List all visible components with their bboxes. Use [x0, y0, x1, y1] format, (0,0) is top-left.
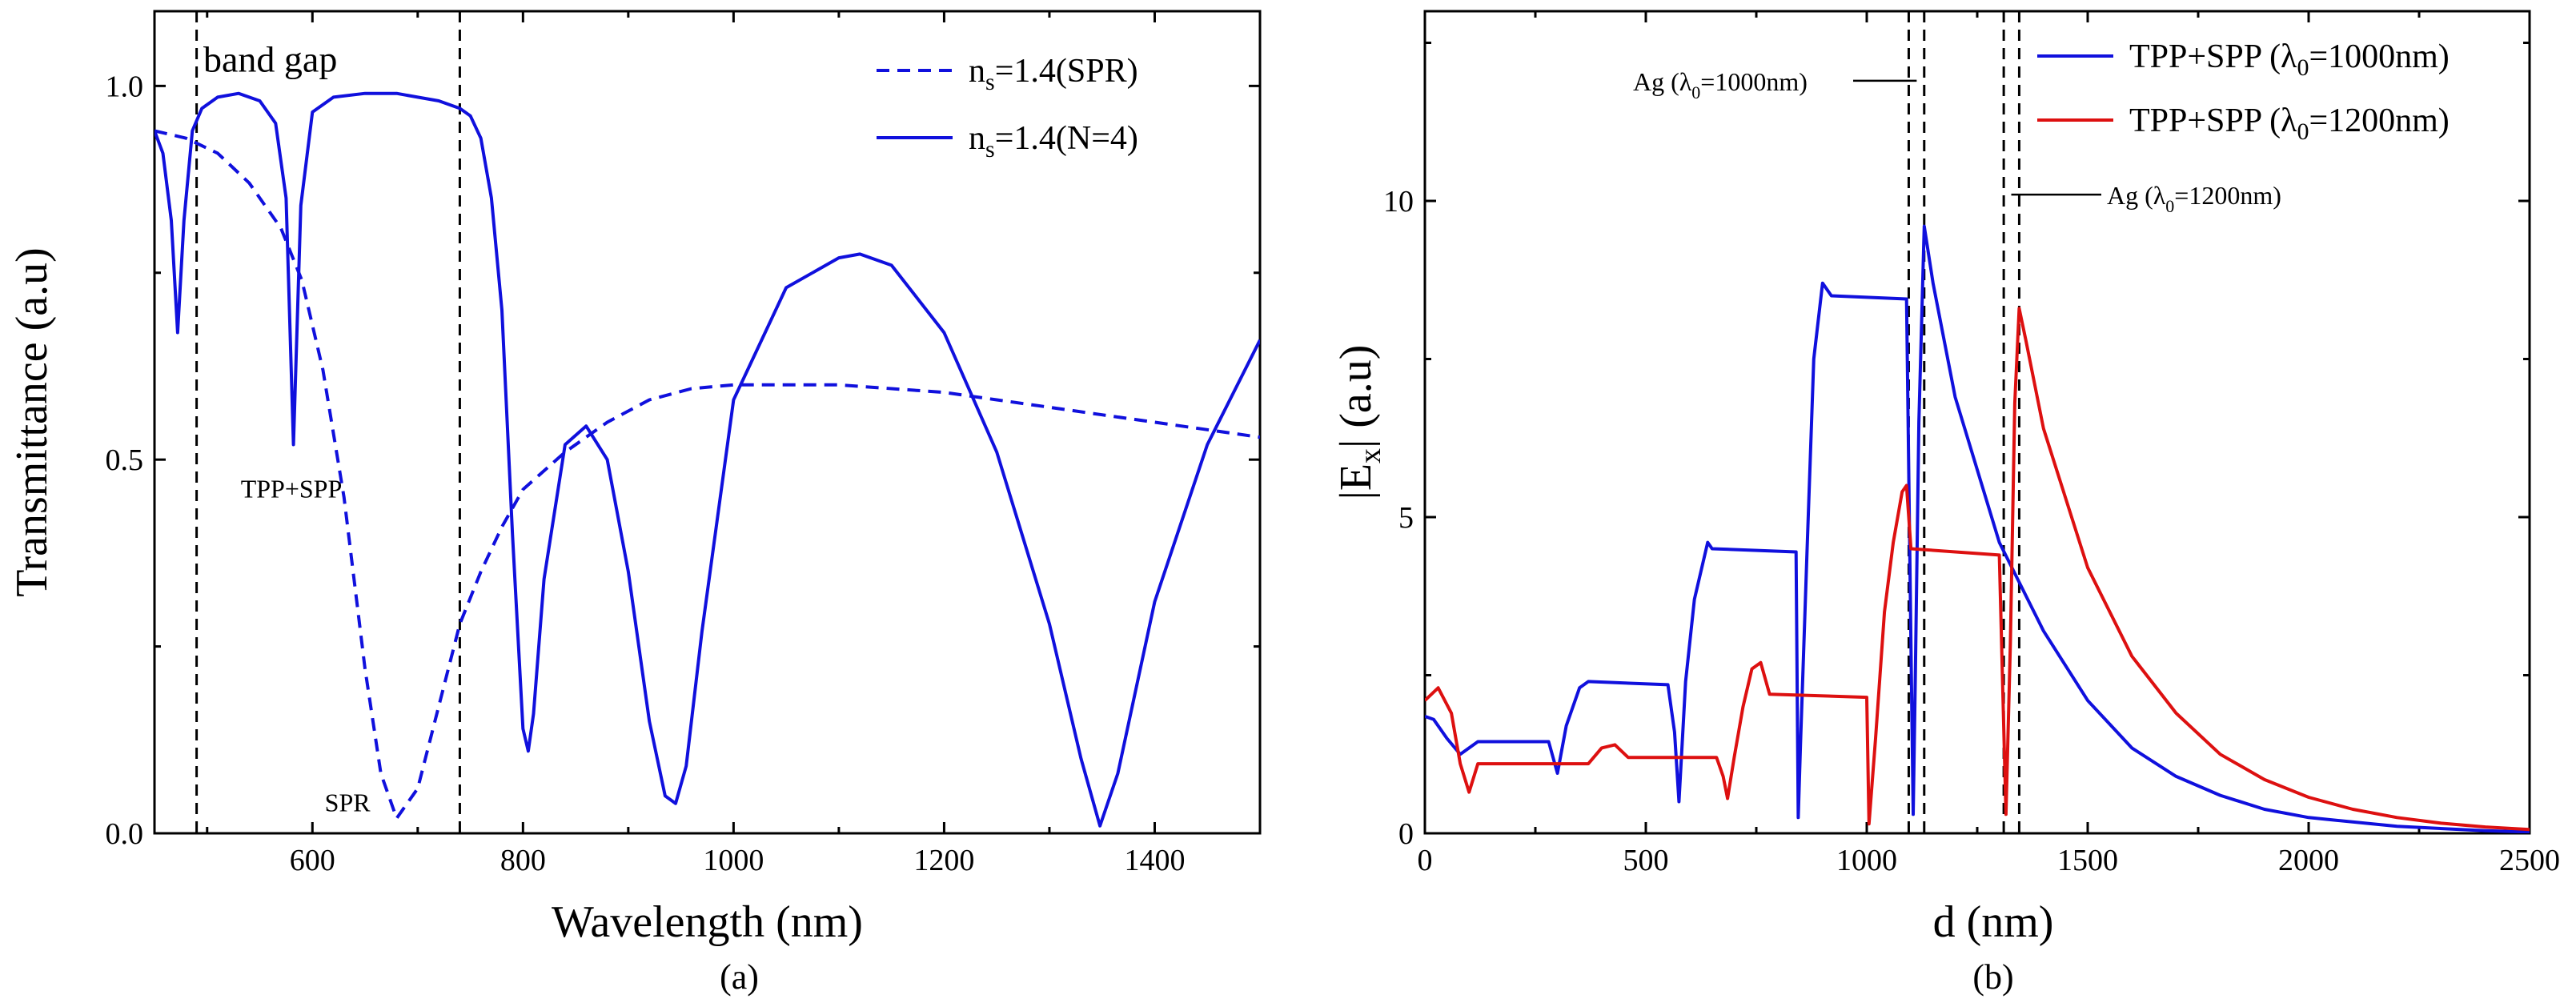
x-tick-label: 1400: [1124, 844, 1185, 877]
y-tick-label: 5: [1398, 501, 1414, 535]
y-tick-label: 1.0: [106, 70, 144, 103]
legend-label-1200nm: TPP+SPP (λ0=1200nm): [2129, 102, 2450, 145]
plot-frame: [153, 10, 1262, 835]
x-tick-label: 1500: [2057, 844, 2118, 877]
y-tick-label: 10: [1383, 185, 1414, 219]
band-gap-label: band gap: [203, 38, 337, 79]
panel-label-a: (a): [720, 957, 759, 997]
y-tick-label: 0: [1398, 817, 1414, 851]
x-tick-label: 0: [1418, 844, 1433, 877]
y-axis-title-b: |Ex| (a.u): [1331, 345, 1387, 500]
series-line-1000nm: [1425, 224, 2530, 833]
x-tick-label: 2500: [2499, 844, 2560, 877]
y-tick-label: 0.0: [106, 817, 144, 851]
x-tick-label: 600: [290, 844, 335, 877]
legend-label-1000nm: TPP+SPP (λ0=1000nm): [2129, 38, 2450, 81]
series-line-n4: [154, 91, 1260, 828]
panel-a-transmittance-chart: 600 800 1000 1200 1400 0.0 0.5 1.0 band gap TPP+S…: [7, 10, 1262, 997]
x-axis-title: Wavelength (nm): [552, 897, 863, 947]
x-tick-label: 1000: [1836, 844, 1897, 877]
legend-label-n4: ns=1.4(N=4): [969, 120, 1138, 162]
y-axis-title: Transmittance (a.u): [7, 247, 57, 597]
ag-1000nm-label: Ag (λ0=1000nm): [1633, 67, 1808, 102]
y-tick-label: 0.5: [106, 443, 144, 477]
x-tick-label: 800: [500, 844, 546, 877]
legend-label-spr: ns=1.4(SPR): [969, 53, 1138, 95]
x-tick-label: 500: [1623, 844, 1669, 877]
x-tick-label: 1000: [703, 844, 764, 877]
x-tick-label: 1200: [913, 844, 974, 877]
tpp-spp-label: TPP+SPP: [241, 475, 343, 504]
spr-label: SPR: [325, 788, 371, 817]
panel-b-field-chart: 0 500 1000 1500 2000 2500 0 5 10 Ag (λ0=1000nm) Ag…: [1331, 10, 2560, 997]
ag-1200nm-label: Ag (λ0=1200nm): [2107, 181, 2281, 216]
x-tick-label: 2000: [2278, 844, 2339, 877]
panel-label-b: (b): [1972, 957, 2013, 997]
series-line-1200nm: [1425, 307, 2530, 832]
x-axis-title-b: d (nm): [1933, 897, 2054, 947]
